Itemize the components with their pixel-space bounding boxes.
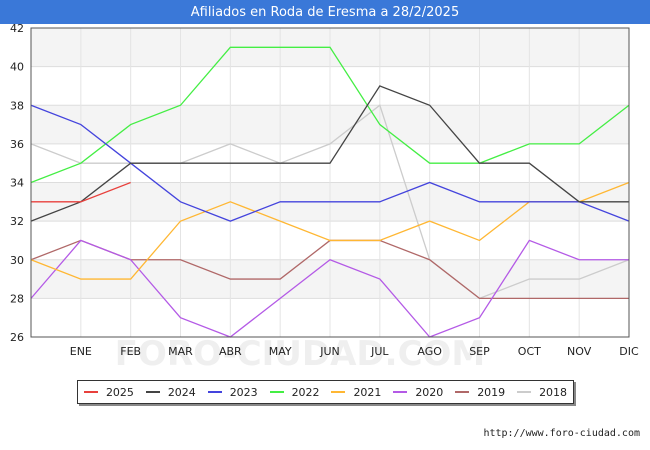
legend-item-2020: 2020	[393, 386, 443, 399]
legend-label: 2024	[167, 385, 196, 399]
legend-label: 2022	[291, 385, 320, 399]
series-line-2022	[30, 46, 630, 184]
series-line-2024	[30, 85, 629, 222]
x-tick-label: AGO	[417, 345, 442, 358]
footer-url: http://www.foro-ciudad.com	[483, 428, 640, 439]
legend-item-2024: 2024	[145, 385, 196, 399]
legend-label: 2019	[477, 385, 506, 399]
series-line-2025	[31, 181, 131, 203]
x-tick-label: MAY	[269, 345, 292, 358]
series-line-2020	[30, 239, 629, 338]
legend-item-2025: 2025	[83, 385, 134, 399]
x-tick-label: JUN	[319, 345, 340, 358]
watermark: FORO-CIUDAD.COM	[115, 334, 486, 374]
chart-title: Afiliados en Roda de Eresma a 28/2/2025	[0, 0, 650, 24]
x-tick-label: MAR	[168, 345, 193, 358]
y-tick-label: 30	[10, 254, 24, 267]
x-tick-label: NOV	[567, 345, 592, 358]
y-tick-label: 32	[10, 215, 24, 228]
x-tick-label: ENE	[70, 345, 92, 358]
y-tick-label: 34	[10, 177, 24, 190]
legend-label: 2018	[539, 385, 568, 399]
legend-swatch	[145, 391, 160, 393]
legend-item-2023: 2023	[207, 385, 258, 399]
legend-swatch	[455, 391, 470, 393]
legend-label: 2020	[415, 385, 444, 399]
x-tick-label: FEB	[120, 345, 141, 358]
x-tick-label: DIC	[619, 345, 639, 358]
y-tick-label: 38	[10, 99, 24, 112]
x-tick-label: ABR	[219, 345, 242, 358]
legend-label: 2021	[353, 385, 382, 399]
legend-swatch	[393, 391, 408, 393]
legend-swatch	[331, 391, 346, 393]
chart-legend: 2025 2024 2023 2022 2021 2020 2019 2018	[77, 380, 574, 404]
legend-swatch	[83, 391, 98, 393]
legend-label: 2023	[229, 385, 258, 399]
plot-frame	[30, 27, 630, 338]
legend-item-2022: 2022	[269, 385, 320, 399]
y-tick-label: 28	[10, 292, 24, 305]
y-tick-label: 40	[10, 61, 24, 74]
x-tick-label: JUL	[370, 345, 389, 358]
y-tick-label: 36	[10, 138, 24, 151]
legend-item-2021: 2021	[331, 386, 381, 399]
legend-swatch	[207, 391, 222, 393]
legend-item-2018: 2018	[517, 386, 567, 399]
x-tick-label: OCT	[518, 345, 541, 358]
x-tick-label: SEP	[469, 345, 490, 358]
y-tick-label: 26	[10, 331, 24, 344]
legend-item-2019: 2019	[455, 386, 505, 399]
y-tick-label: 42	[10, 22, 24, 35]
legend-label: 2025	[105, 385, 134, 399]
legend-swatch	[517, 391, 532, 393]
legend-swatch	[269, 391, 284, 393]
